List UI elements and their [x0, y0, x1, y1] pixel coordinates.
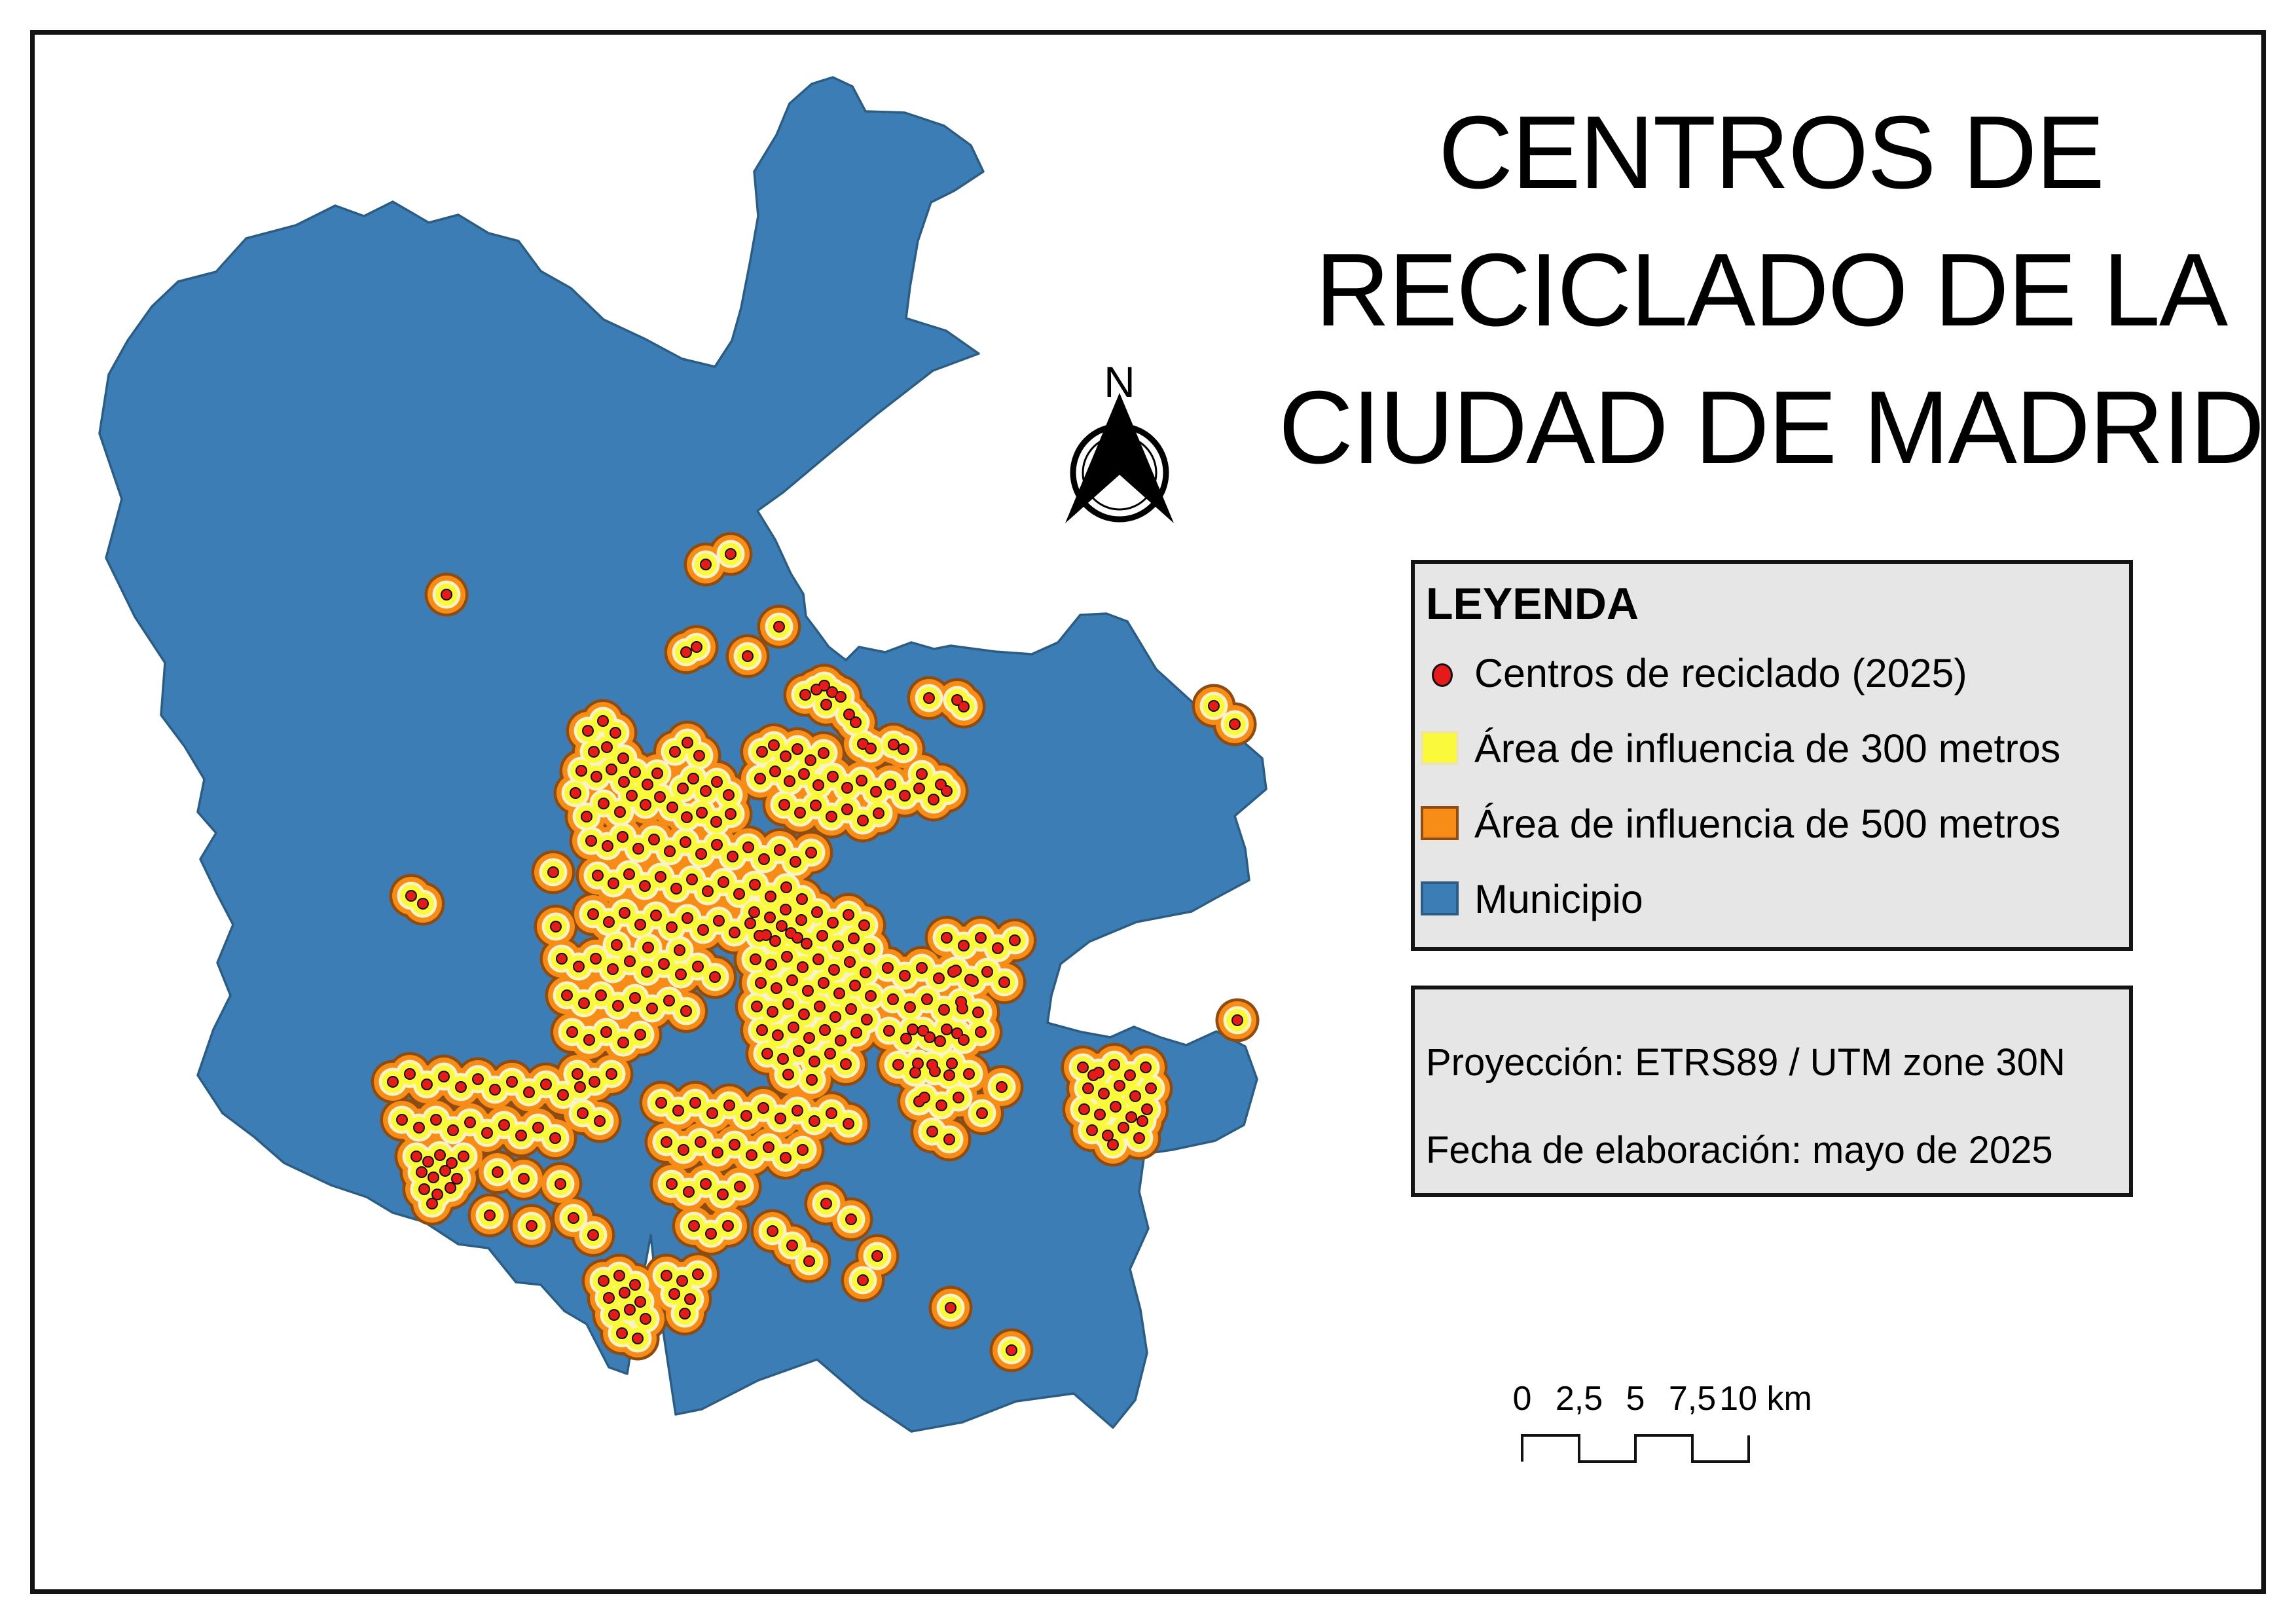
legend-item-label: Municipio: [1474, 877, 1643, 921]
scale-label-7-5: 7,5: [1668, 1380, 1717, 1418]
projection-text: Proyección: ETRS89 / UTM zone 30N: [1426, 1041, 2066, 1084]
legend-item-municipio: Municipio: [1415, 879, 2129, 921]
buffer-500-swatch: [1421, 806, 1459, 840]
legend-item-centros: Centros de reciclado (2025): [1415, 653, 2129, 695]
recycling-point-icon: [1432, 663, 1453, 687]
legend-item-buffer-500: Área de influencia de 500 metros: [1415, 803, 2129, 845]
map-title-line-3: CIUDAD DE MADRID: [1278, 370, 2265, 485]
points-layer: [388, 549, 1242, 1355]
info-panel: Proyección: ETRS89 / UTM zone 30N Fecha …: [1411, 986, 2133, 1197]
municipality-swatch: [1421, 881, 1459, 915]
elaboration-date-text: Fecha de elaboración: mayo de 2025: [1426, 1129, 2053, 1172]
legend-title: LEYENDA: [1426, 579, 1639, 629]
map-title: CENTROS DE RECICLADO DE LA CIUDAD DE MAD…: [1277, 84, 2265, 496]
legend-item-buffer-300: Área de influencia de 300 metros: [1415, 728, 2129, 770]
scale-label-0: 0: [1512, 1380, 1532, 1418]
legend-item-label: Centros de reciclado (2025): [1474, 651, 1967, 695]
map-title-line-2: RECICLADO DE LA: [1315, 232, 2228, 348]
legend-panel: LEYENDA Centros de reciclado (2025) Área…: [1411, 560, 2133, 951]
scale-bar-steps: [1521, 1434, 1750, 1463]
scale-label-10km: 10 km: [1719, 1380, 1812, 1418]
scale-label-2-5: 2,5: [1555, 1380, 1603, 1418]
scale-bar: [1521, 1434, 1750, 1463]
map-title-line-1: CENTROS DE: [1438, 95, 2105, 210]
scale-label-5: 5: [1626, 1380, 1645, 1418]
buffer-300-swatch: [1421, 731, 1459, 765]
north-arrow-icon: N: [1065, 358, 1174, 523]
north-arrow-pointer: [1065, 393, 1174, 523]
legend-item-label: Área de influencia de 500 metros: [1474, 802, 2061, 846]
legend-item-label: Área de influencia de 300 metros: [1474, 726, 2061, 771]
